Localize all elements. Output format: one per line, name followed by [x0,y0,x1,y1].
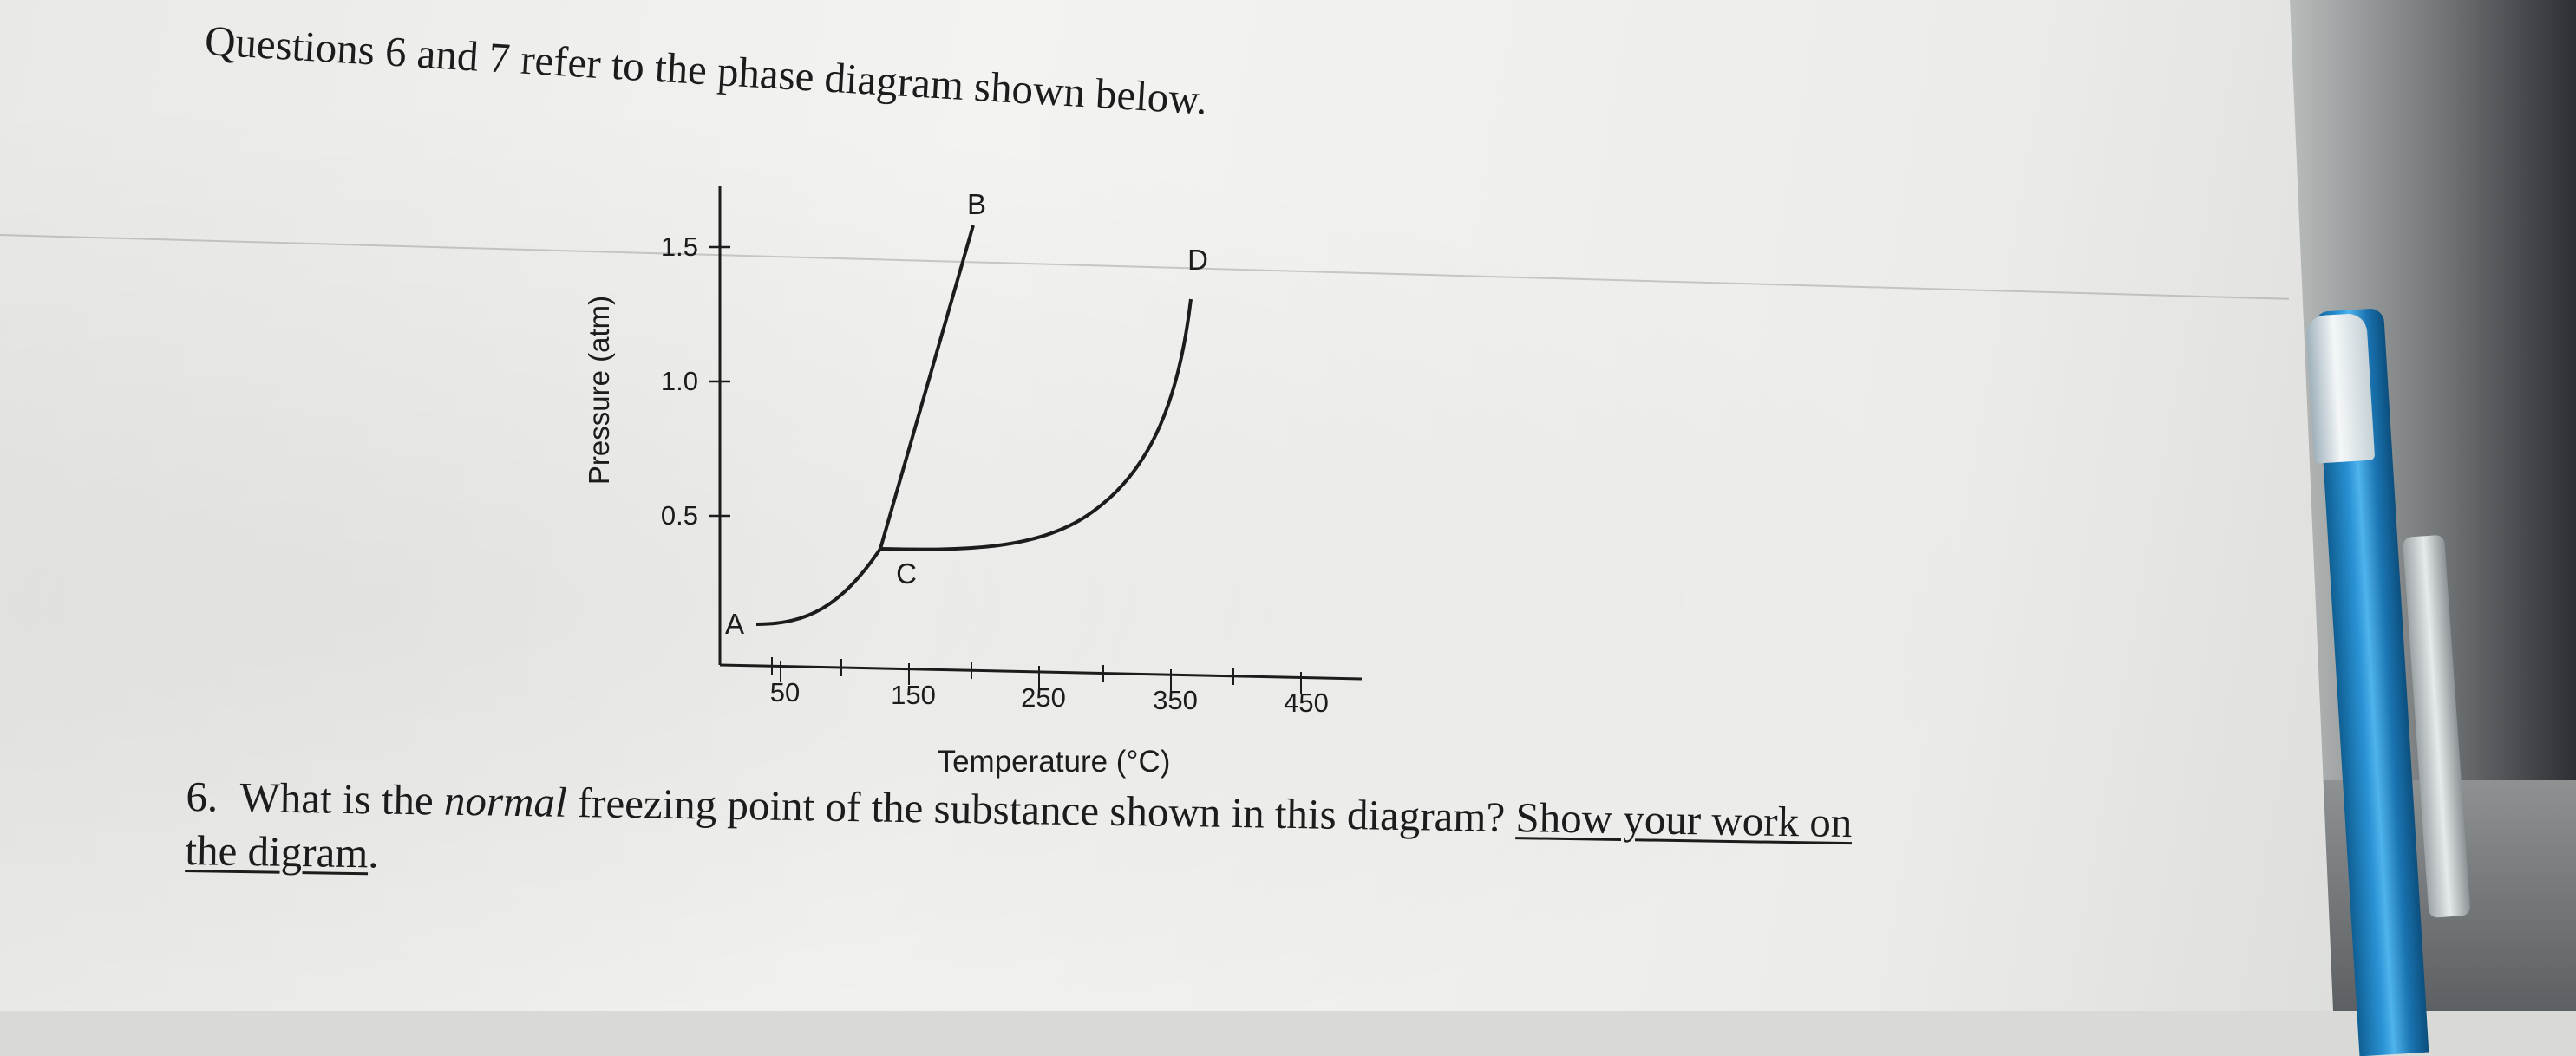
phase-diagram-svg: 1.5 1.0 0.5 Pressure (atm) 50 150 250 35… [583,186,1363,779]
point-label-B: B [967,188,986,220]
y-tick-label-1.5: 1.5 [661,231,698,262]
worksheet-paper [0,0,2333,1011]
point-label-D: D [1187,244,1208,276]
question-emphasis: normal [443,776,568,826]
y-axis-label: Pressure (atm) [583,296,615,485]
curve-C-D [879,298,1193,551]
x-axis-label: Temperature (°C) [938,745,1171,779]
x-tick-label-350: 350 [1153,685,1198,715]
question-instruction-part1: Show your work on [1515,793,1853,847]
question-number: 6. [186,772,219,821]
y-tick-label-1.0: 1.0 [661,366,698,396]
pen-cap [2305,312,2376,464]
curve-A-C [755,547,882,626]
question-instruction-part2: the digram [185,825,369,877]
x-tick-label-450: 450 [1284,688,1329,718]
question-period: . [367,829,380,877]
x-tick-label-50: 50 [770,677,800,707]
x-axis [719,663,1363,681]
x-tick-label-250: 250 [1021,682,1066,713]
phase-diagram: 1.5 1.0 0.5 Pressure (atm) 50 150 250 35… [555,169,1388,793]
question-text-start: What is the [239,772,435,825]
point-label-A: A [725,608,744,640]
question-text-middle: freezing point of the substance shown in… [577,779,1506,841]
point-label-C: C [896,557,917,590]
curve-C-B [879,225,975,550]
x-tick-label-150: 150 [891,680,936,710]
y-tick-label-0.5: 0.5 [661,500,698,531]
